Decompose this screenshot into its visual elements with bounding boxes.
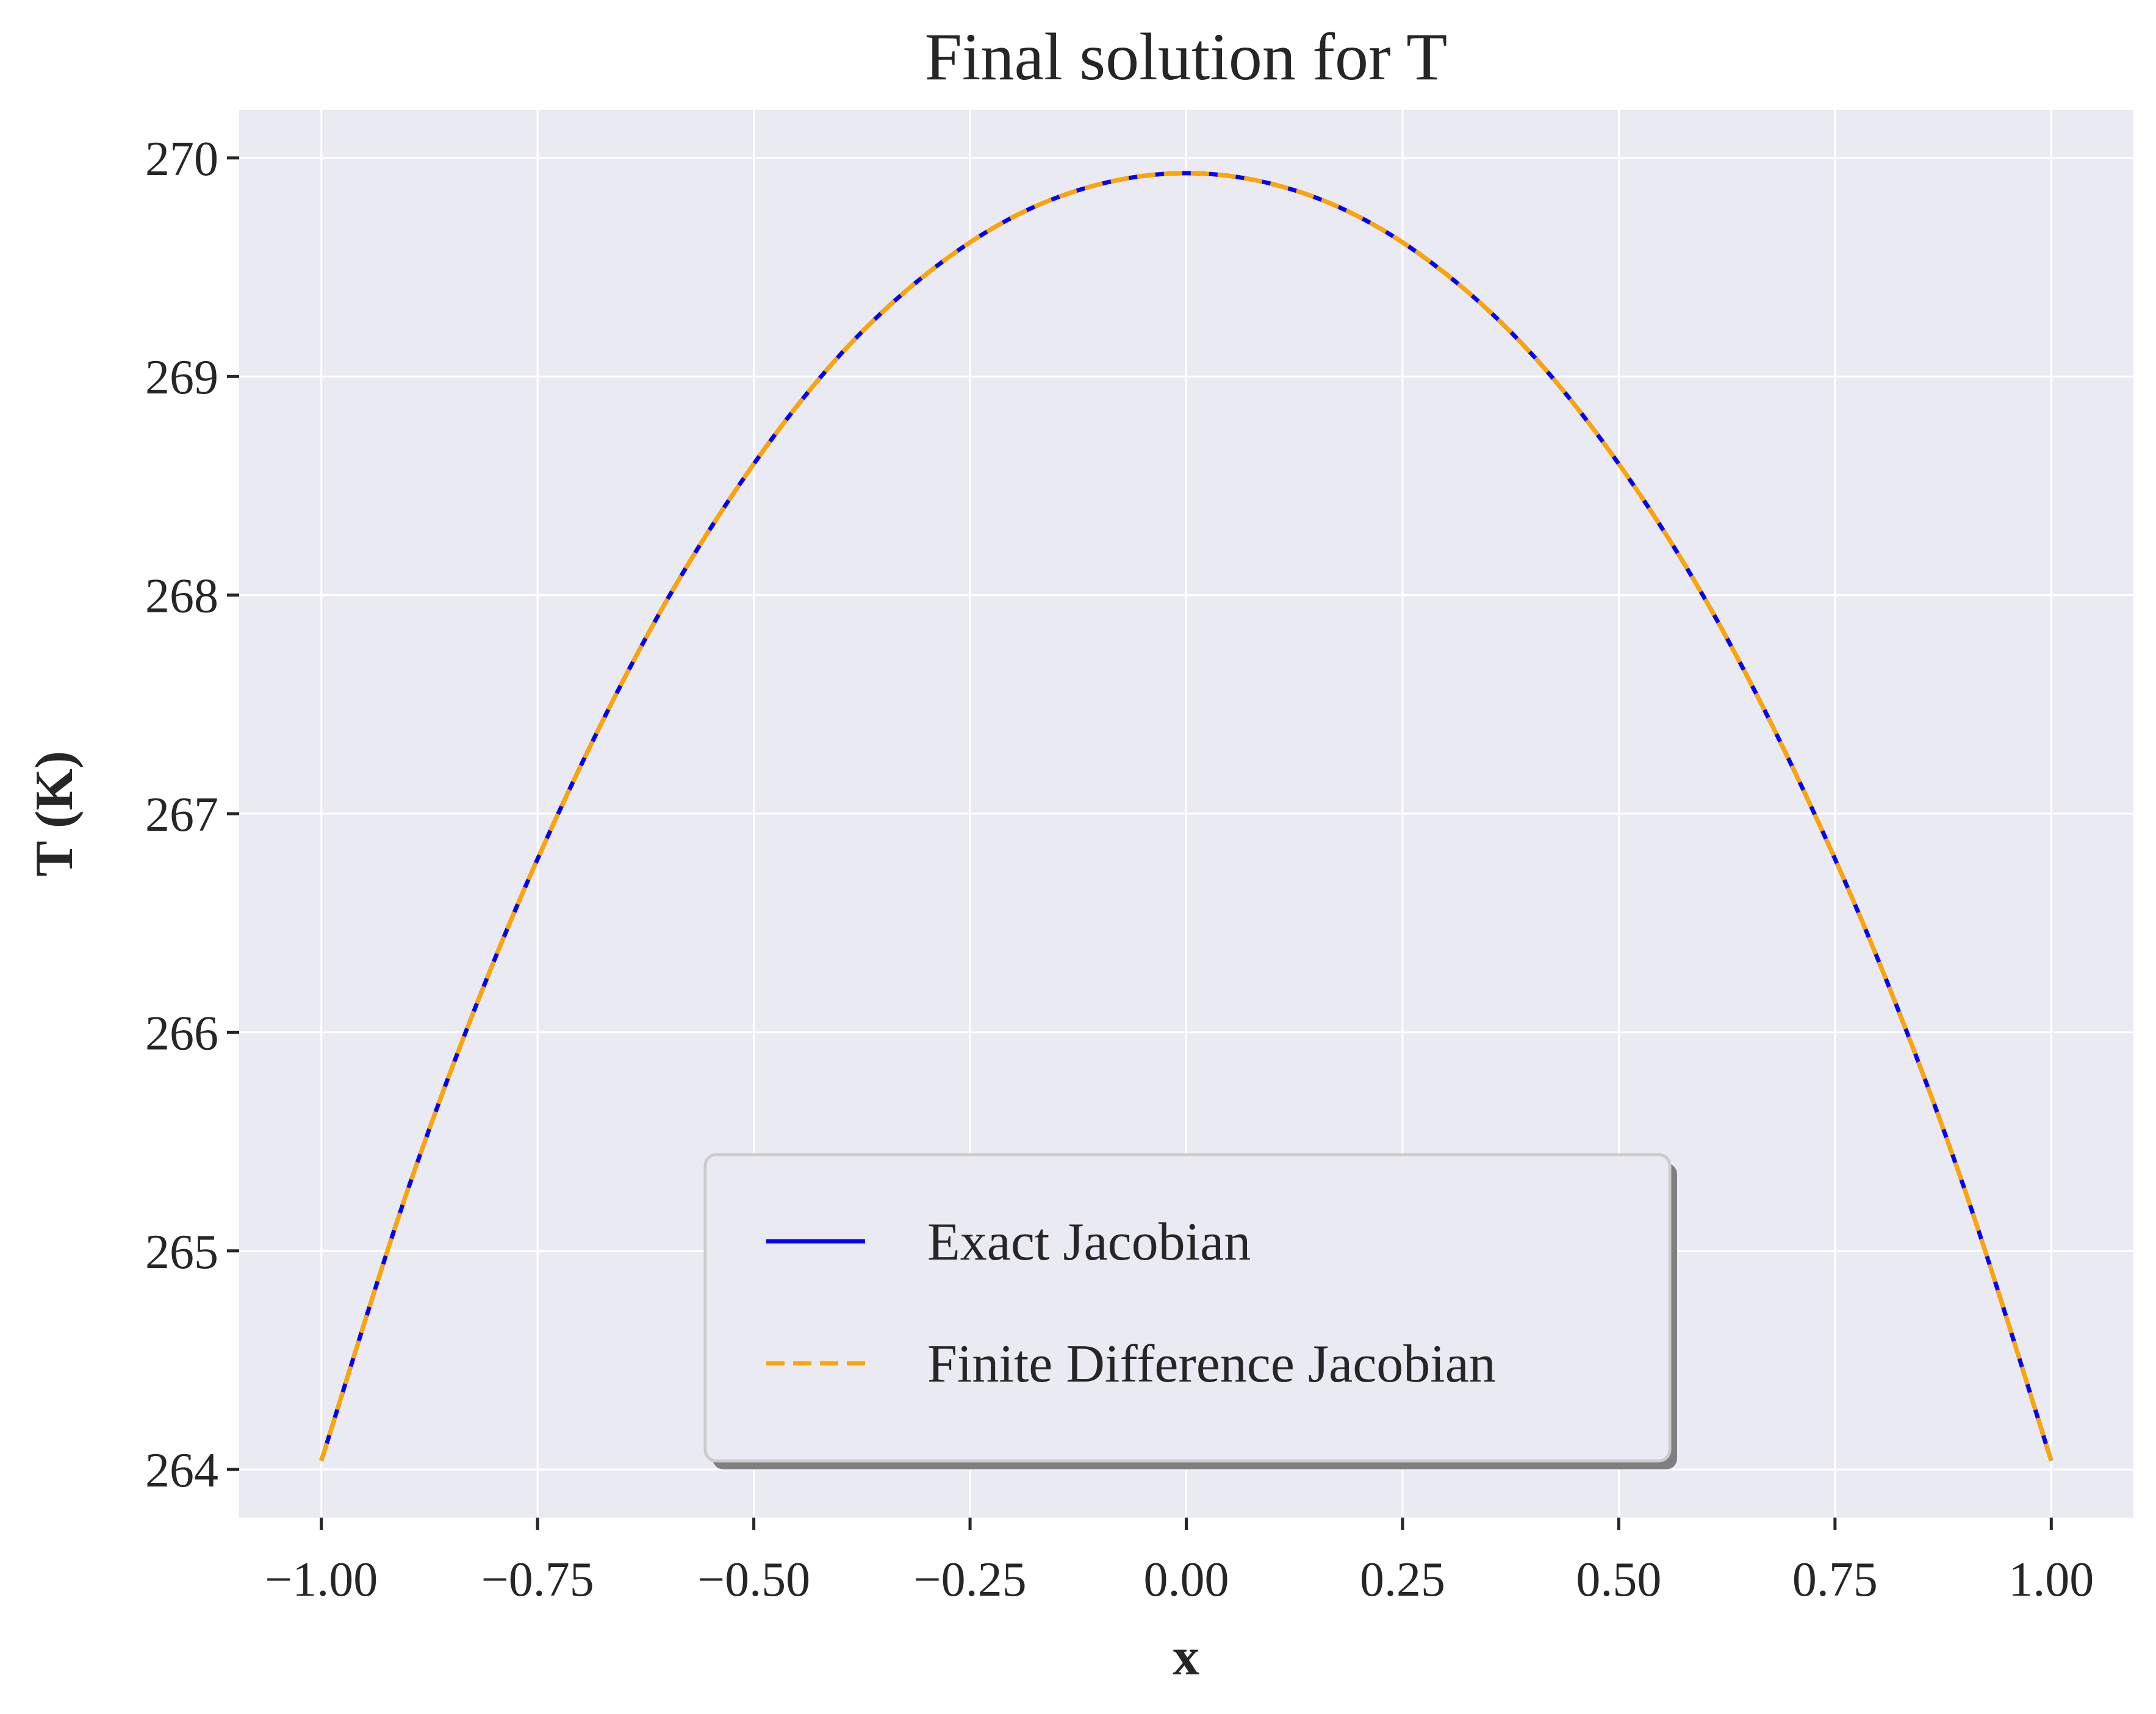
y-tick-label: 270	[145, 132, 218, 186]
legend-label-exact: Exact Jacobian	[927, 1213, 1251, 1272]
x-tick-label: −0.50	[697, 1553, 810, 1607]
x-tick-label: −0.75	[481, 1553, 594, 1607]
ticks: −1.00 −0.75 −0.50 −0.25 0.00 0.25 0.50 0.75 1.00…	[145, 132, 2094, 1607]
x-tick-label: 0.50	[1576, 1553, 1661, 1607]
x-tick-label: −0.25	[913, 1553, 1026, 1607]
y-tick-label: 264	[145, 1444, 218, 1497]
chart-title: Final solution for T	[925, 20, 1448, 94]
y-tick-label: 269	[145, 351, 218, 404]
y-axis-label: T (K)	[25, 751, 84, 877]
x-tick-label: 0.00	[1144, 1553, 1229, 1607]
x-axis-label: x	[1173, 1627, 1199, 1687]
legend-label-finite-difference: Finite Difference Jacobian	[927, 1335, 1496, 1394]
x-tick-label: 0.75	[1792, 1553, 1878, 1607]
y-tick-label: 265	[145, 1225, 218, 1279]
x-tick-label: 1.00	[2008, 1553, 2094, 1607]
series-group	[319, 171, 2054, 1461]
x-tick-label: 0.25	[1360, 1553, 1445, 1607]
x-tick-label: −1.00	[265, 1553, 378, 1607]
y-tick-label: 268	[145, 570, 218, 623]
y-tick-label: 266	[145, 1006, 218, 1060]
legend: Exact Jacobian Finite Difference Jacobia…	[703, 1153, 1677, 1469]
legend-frame	[703, 1153, 1672, 1463]
y-tick-label: 267	[145, 788, 218, 842]
series-line-exact-jacobian	[319, 171, 2054, 1461]
